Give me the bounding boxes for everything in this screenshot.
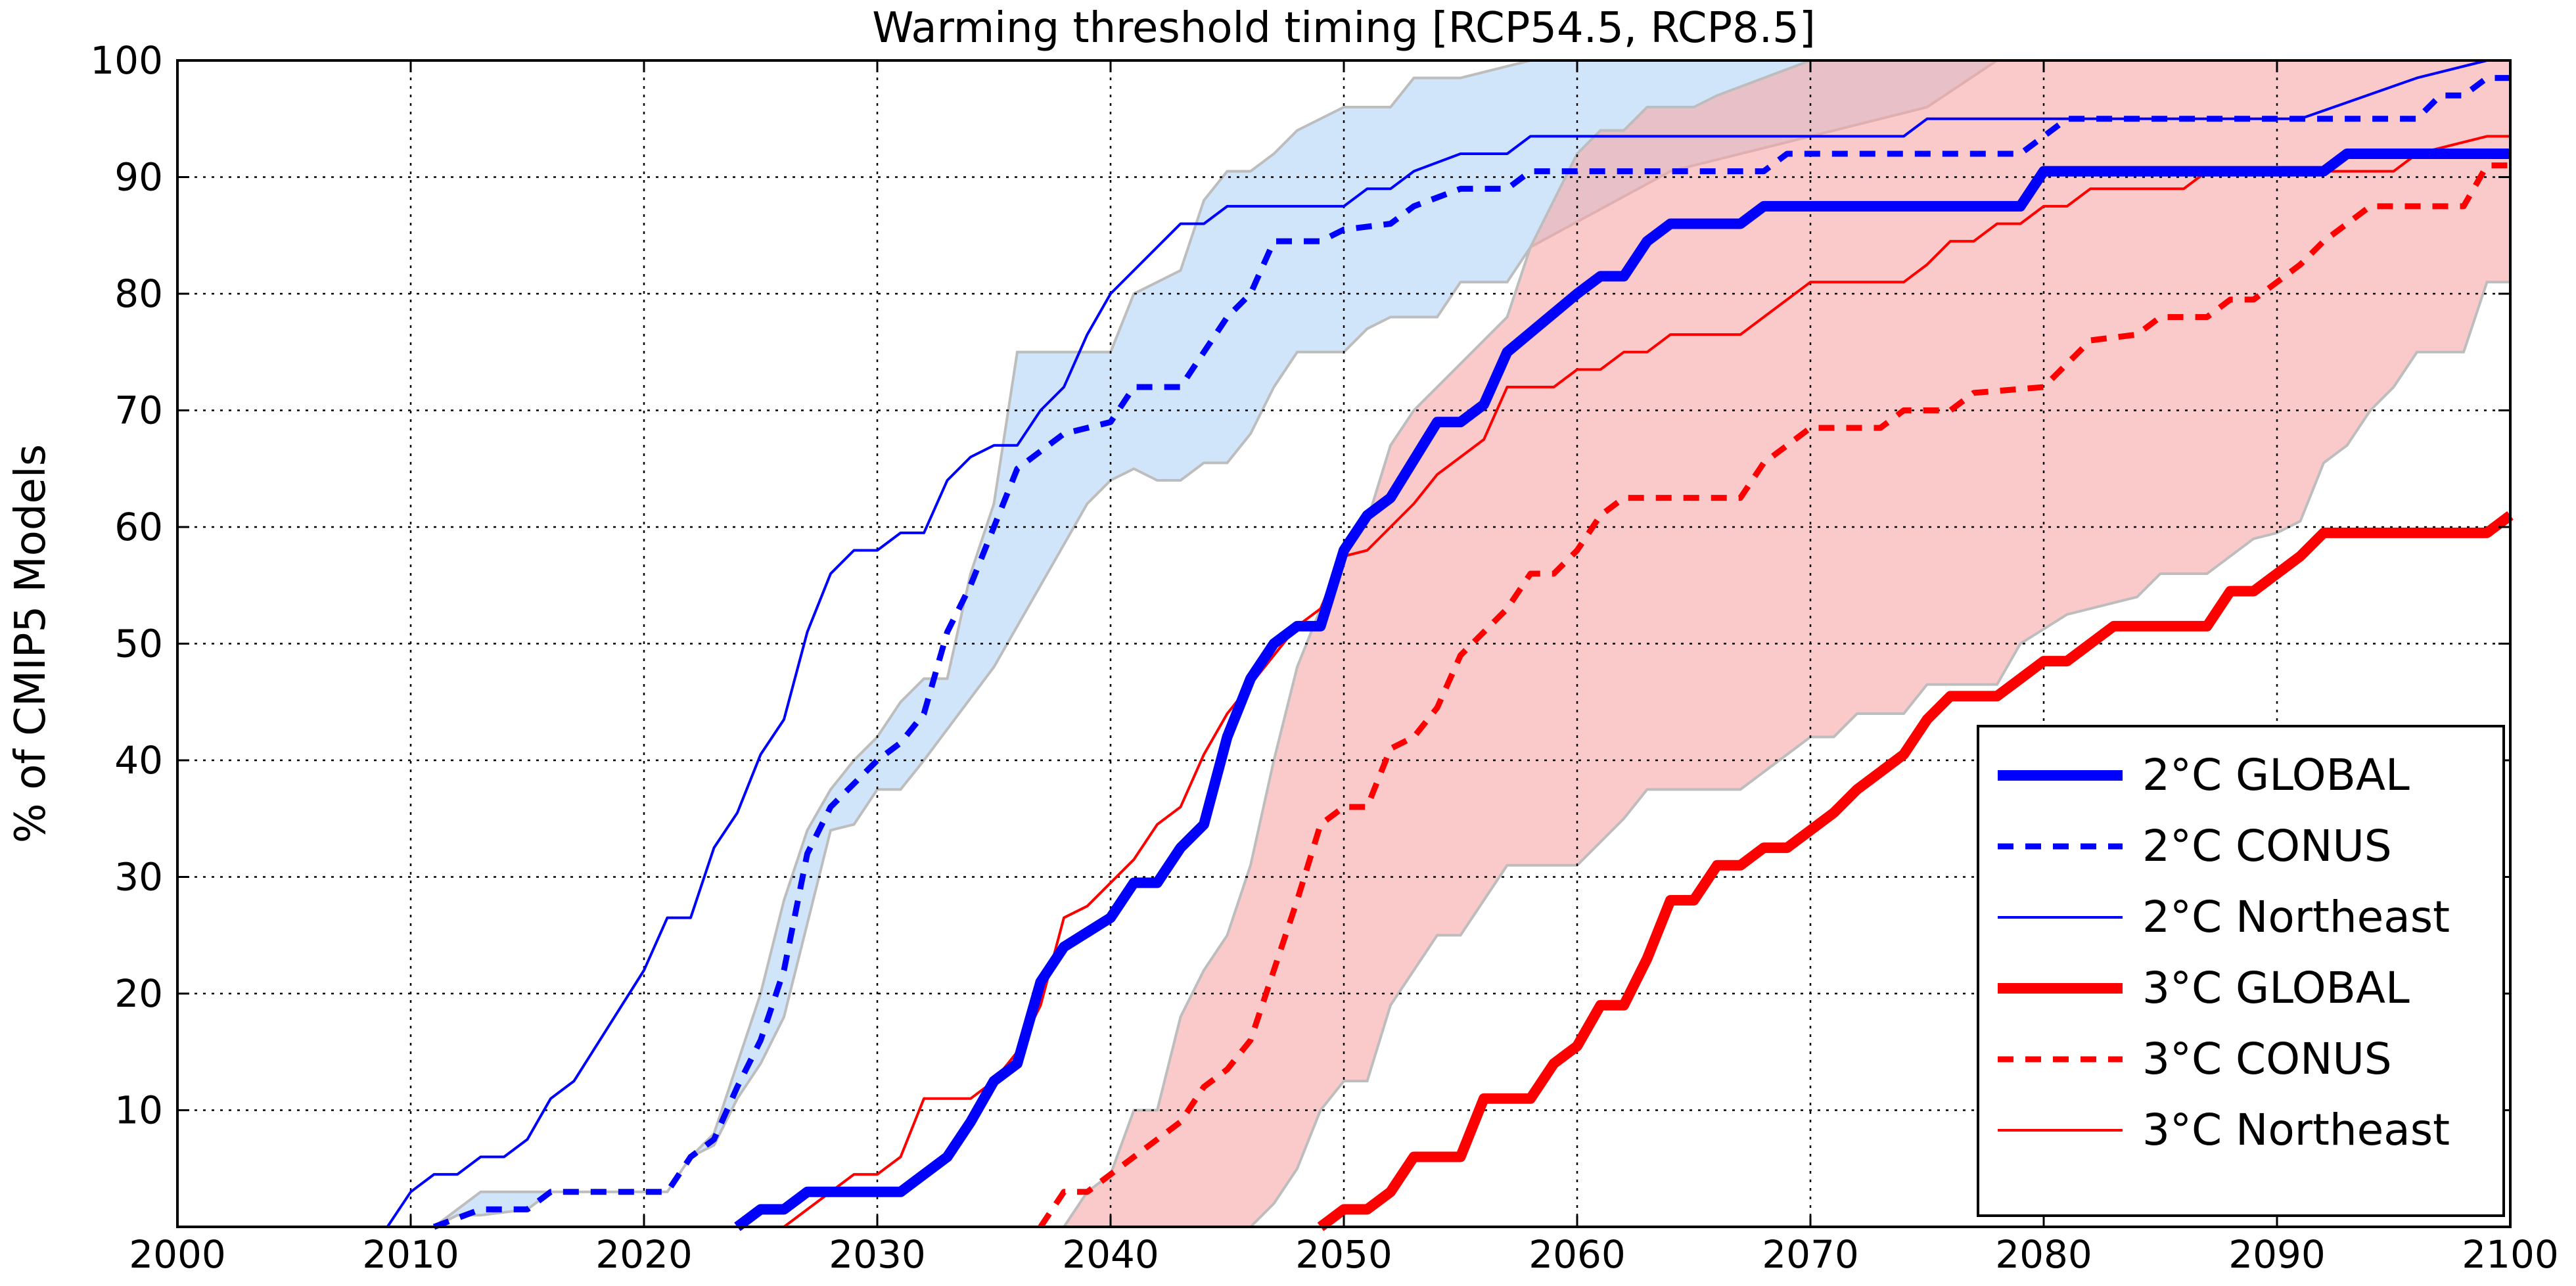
- chart-title: Warming threshold timing [RCP54.5, RCP8.…: [872, 4, 1816, 53]
- x-tick-label: 2050: [1295, 1232, 1392, 1277]
- y-tick-label: 10: [114, 1088, 163, 1133]
- x-tick-label: 2030: [829, 1232, 926, 1277]
- data-series: [386, 59, 2514, 1231]
- x-tick-label: 2080: [1995, 1232, 2092, 1277]
- legend-box: [1977, 725, 2505, 1217]
- y-tick-label: 60: [114, 505, 163, 549]
- axis-ticks: 2000 2010 2020 2030 2040 2050 2060 2070 2080 2090…: [90, 38, 2559, 1277]
- legend-label-5: 3°C Northeast: [2142, 1105, 2450, 1155]
- y-tick-label: 30: [114, 855, 163, 900]
- legend-label-3: 3°C GLOBAL: [2142, 963, 2410, 1013]
- legend-label-0: 2°C GLOBAL: [2142, 750, 2410, 800]
- x-tick-label: 2010: [362, 1232, 459, 1277]
- x-tick-label: 2100: [2462, 1232, 2559, 1277]
- x-tick-label: 2060: [1529, 1232, 1626, 1277]
- y-axis-title: % of CMIP5 Models: [7, 444, 55, 843]
- y-tick-label: 80: [114, 271, 163, 316]
- y-tick-label: 50: [114, 622, 163, 666]
- series-line-3: [1317, 511, 2514, 1231]
- legend-label-2: 2°C Northeast: [2142, 892, 2450, 942]
- x-tick-label: 2000: [129, 1232, 226, 1277]
- y-tick-label: 100: [90, 38, 163, 83]
- grid-lines: [177, 60, 2510, 1227]
- series-line-2: [386, 59, 2510, 1228]
- legend-label-1: 2°C CONUS: [2142, 821, 2392, 871]
- x-tick-label: 2020: [595, 1232, 693, 1277]
- legend-label-4: 3°C CONUS: [2142, 1034, 2392, 1084]
- y-tick-label: 90: [114, 155, 163, 200]
- x-tick-label: 2090: [2228, 1232, 2326, 1277]
- series-line-0: [734, 149, 2510, 1231]
- x-tick-label: 2070: [1762, 1232, 1859, 1277]
- y-tick-label: 20: [114, 971, 163, 1016]
- legend: 2°C GLOBAL 2°C CONUS 2°C Northeast 3°C GLOB…: [1977, 725, 2505, 1217]
- series-line-1: [432, 75, 2510, 1230]
- y-tick-label: 70: [114, 388, 163, 433]
- y-tick-label: 40: [114, 738, 163, 783]
- x-tick-label: 2040: [1062, 1232, 1159, 1277]
- series-line-4: [1038, 162, 2510, 1229]
